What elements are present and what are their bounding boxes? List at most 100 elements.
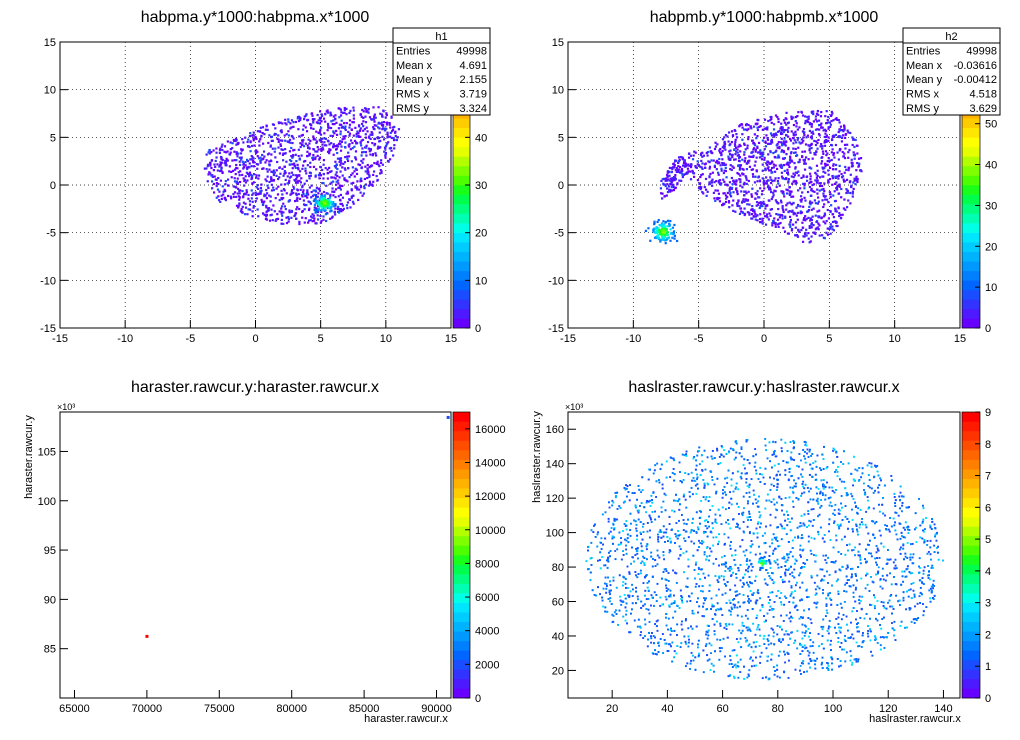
data-cell [680, 171, 683, 175]
data-cell [744, 157, 747, 160]
data-cell [796, 154, 799, 157]
colorbar-tick-label: 20 [475, 228, 487, 240]
data-cell [806, 119, 809, 122]
data-cell [729, 167, 732, 171]
data-cell [761, 154, 764, 158]
data-cell [746, 211, 749, 214]
colorbar-tick-label: 0 [475, 693, 481, 705]
data-cell [329, 170, 332, 174]
data-cell [782, 130, 785, 133]
data-cell [791, 209, 794, 212]
data-cell [791, 160, 794, 163]
data-cell [843, 143, 847, 147]
colorbar-band [453, 242, 470, 253]
data-cell [805, 136, 808, 139]
data-cell [261, 167, 264, 171]
data-cell [832, 216, 836, 219]
data-cell [676, 182, 679, 185]
data-cell [661, 197, 664, 200]
data-cell [704, 177, 708, 181]
data-cell [363, 187, 366, 190]
data-cell [334, 160, 337, 163]
data-cell [751, 205, 754, 208]
data-cell [317, 173, 321, 177]
data-cell [757, 141, 761, 145]
data-cell [306, 190, 309, 193]
data-cell [826, 227, 829, 230]
data-cell [295, 193, 298, 197]
hotspot-cell [318, 197, 322, 200]
data-cell [723, 163, 726, 167]
data-cell [814, 153, 817, 156]
data-cell [274, 127, 277, 130]
data-cell [827, 173, 830, 176]
data-cell [719, 164, 722, 167]
data-cell [322, 218, 325, 221]
data-cell [238, 156, 242, 159]
data-cell [244, 175, 247, 178]
data-cell [366, 172, 369, 175]
data-cell [311, 114, 314, 117]
data-cell [302, 192, 305, 196]
data-cell [306, 144, 309, 147]
data-cell [724, 194, 728, 197]
data-cell [247, 145, 250, 148]
stats-value: 3.719 [459, 89, 487, 101]
data-cell [315, 186, 318, 189]
data-cell [367, 170, 370, 174]
data-cell [668, 188, 671, 191]
data-cell [794, 133, 797, 136]
data-cell [716, 197, 719, 201]
colorbar-band [453, 564, 470, 575]
data-cell [722, 202, 725, 205]
data-cell [282, 188, 286, 191]
data-cell [677, 168, 680, 171]
data-cell [341, 174, 344, 177]
data-cell [747, 179, 750, 183]
data-cell [255, 176, 258, 179]
data-cell [743, 143, 746, 146]
data-cell [368, 136, 371, 139]
data-cell [294, 166, 297, 169]
data-cell [264, 178, 267, 181]
data-cell [803, 187, 806, 190]
data-cell [784, 216, 787, 219]
data-cell [301, 167, 304, 170]
data-cell [732, 191, 735, 194]
data-cell [290, 160, 293, 163]
hotspot-cell [667, 236, 671, 239]
data-cell [817, 133, 821, 136]
data-cell [272, 169, 275, 172]
data-cell [311, 118, 314, 121]
data-cell [295, 208, 298, 211]
data-cell [769, 188, 772, 191]
hotspot-cell [329, 210, 332, 213]
data-cell [264, 128, 267, 131]
data-cell [276, 213, 279, 216]
data-cell [311, 194, 315, 197]
data-cell [803, 162, 806, 165]
data-cell [303, 208, 306, 211]
data-cell [763, 182, 767, 185]
data-cell [294, 181, 298, 184]
hotspot-cell [657, 237, 661, 241]
data-cell [296, 163, 299, 166]
data-cell [728, 206, 731, 209]
data-cell [807, 115, 810, 118]
data-cell [682, 161, 686, 164]
hotspot-cell [314, 198, 317, 201]
data-cell [780, 150, 783, 153]
data-cell [752, 175, 755, 178]
hotspot-cell [663, 224, 666, 227]
hotspot-cell [662, 220, 665, 223]
data-cell [362, 158, 365, 161]
data-cell [252, 161, 255, 164]
data-cell [298, 197, 302, 201]
data-cell [749, 155, 752, 158]
data-cell [246, 140, 249, 144]
data-cell [389, 131, 392, 134]
colorbar-band [453, 450, 470, 460]
data-cell [786, 202, 789, 205]
data-cell [817, 124, 821, 127]
data-cell [714, 189, 717, 192]
